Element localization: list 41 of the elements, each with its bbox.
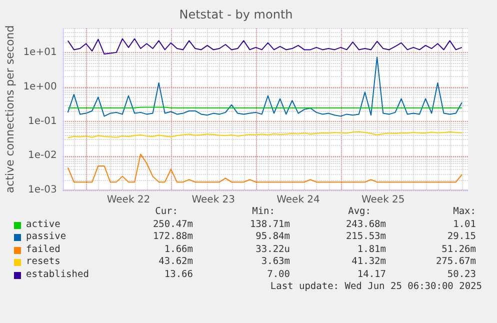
legend-label: active — [26, 218, 60, 230]
text: 7.00 — [267, 268, 290, 280]
text: Cur: — [155, 206, 178, 217]
y-tick-label: 1e+01 — [23, 47, 57, 58]
text: 29.15 — [447, 231, 476, 242]
legend-label: failed — [26, 244, 60, 254]
y-axis-title: active connections per second — [3, 25, 16, 194]
text: 50.23 — [447, 268, 476, 280]
x-tick-label: Week 22 — [106, 194, 150, 206]
text: 215.53m — [346, 231, 386, 242]
y-tick-label: 1e+00 — [23, 81, 57, 92]
text: 13.66 — [164, 268, 193, 280]
x-tick-label: Week 24 — [276, 194, 320, 206]
text: 1.81m — [357, 244, 386, 254]
text: 1.01 — [453, 218, 476, 230]
y-tick-label: 1e-02 — [28, 150, 57, 162]
text: 138.71m — [250, 218, 290, 230]
text: 275.67m — [436, 256, 476, 267]
y-tick-label: 1e-03 — [28, 184, 57, 196]
text: 33.22u — [256, 244, 290, 254]
text: 1.66m — [164, 244, 193, 254]
x-tick-label: Week 23 — [192, 194, 236, 206]
legend-label: resets — [26, 256, 60, 267]
text: 250.47m — [152, 218, 193, 230]
text: Min: — [252, 206, 275, 217]
text: 14.17 — [357, 268, 386, 280]
text: 95.84m — [256, 231, 290, 242]
y-tick-label: 1e-01 — [28, 116, 57, 127]
text: Max: — [453, 206, 476, 217]
text: 41.32m — [352, 256, 386, 267]
x-tick-label: Week 25 — [361, 194, 405, 206]
text: 172.88m — [152, 231, 193, 242]
text: Last update: Wed Jun 25 06:30:00 2025 — [270, 281, 482, 292]
text: 43.62m — [158, 256, 193, 267]
text: 3.63m — [261, 256, 290, 267]
chart-title: Netstat - by month — [179, 7, 293, 22]
legend-label: passive — [26, 231, 66, 242]
legend-label: established — [26, 268, 89, 280]
text: Avg: — [348, 206, 371, 217]
text: 243.68m — [346, 218, 386, 230]
text: 51.26m — [442, 244, 476, 254]
